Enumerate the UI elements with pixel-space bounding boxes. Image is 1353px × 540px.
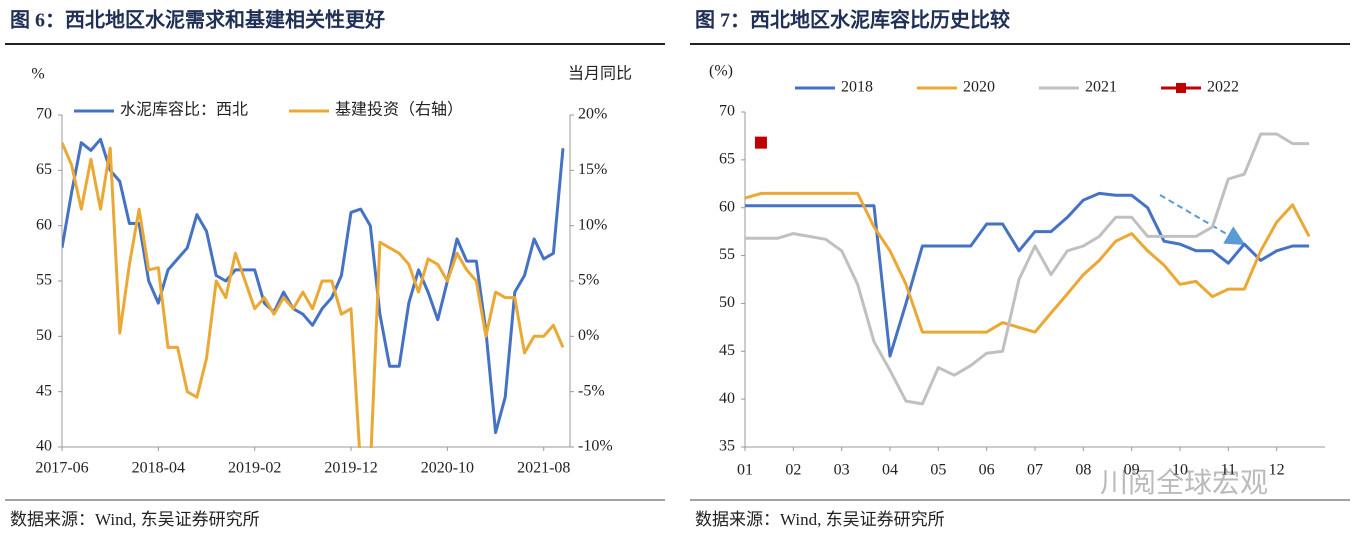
legend-marker — [1176, 83, 1186, 93]
y-tick-label: 55 — [36, 272, 52, 289]
series-line — [745, 132, 1310, 406]
x-tick-label: 04 — [882, 462, 898, 479]
y-tick-label: 55 — [719, 246, 735, 263]
y-tick-label: 70 — [719, 103, 735, 120]
x-tick-label: 2018-04 — [132, 460, 185, 477]
y2-tick-label: 10% — [578, 216, 607, 233]
chart-title: 图 6：西北地区水泥需求和基建相关性更好 — [10, 8, 385, 32]
y2-tick-label: -5% — [578, 382, 605, 399]
y-tick-label: 65 — [36, 161, 52, 178]
y-tick-label: 45 — [719, 342, 735, 359]
x-tick-label: 2019-02 — [228, 460, 281, 477]
y-tick-label: 40 — [36, 438, 52, 455]
x-tick-label: 10 — [1172, 462, 1188, 479]
x-tick-label: 2021-08 — [517, 460, 570, 477]
legend-label: 基建投资（右轴） — [335, 101, 463, 119]
trend-arrow — [1159, 194, 1246, 246]
series-line — [745, 191, 1311, 334]
y2-tick-label: 20% — [578, 106, 607, 123]
x-tick-label: 2020-10 — [421, 460, 474, 477]
y2-tick-label: 15% — [578, 161, 607, 178]
series-line — [62, 137, 565, 435]
y-tick-label: 60 — [36, 216, 52, 233]
x-tick-label: 07 — [1027, 462, 1043, 479]
y2-axis-label: 当月同比 — [568, 65, 632, 83]
x-tick-label: 05 — [930, 462, 946, 479]
legend-label: 2018 — [841, 79, 873, 96]
x-tick-label: 02 — [785, 462, 801, 479]
y2-tick-label: 0% — [578, 327, 599, 344]
y-tick-label: 50 — [36, 327, 52, 344]
y-tick-label: 50 — [719, 294, 735, 311]
y-tick-label: 40 — [719, 390, 735, 407]
source-note: 数据来源：Wind, 东吴证券研究所 — [10, 510, 260, 529]
legend-label: 2020 — [963, 79, 995, 96]
legend-label: 2022 — [1207, 79, 1239, 96]
y-tick-label: 45 — [36, 382, 52, 399]
x-tick-label: 2019-12 — [324, 460, 377, 477]
watermark: 川阅全球宏观 — [1100, 466, 1268, 499]
y2-tick-label: -10% — [578, 438, 613, 455]
x-tick-label: 03 — [834, 462, 850, 479]
y2-tick-label: 5% — [578, 272, 599, 289]
x-tick-label: 2017-06 — [35, 460, 88, 477]
x-tick-label: 09 — [1124, 462, 1140, 479]
source-note: 数据来源：Wind, 东吴证券研究所 — [695, 510, 945, 529]
series-line — [62, 142, 565, 448]
x-tick-label: 08 — [1075, 462, 1091, 479]
y-axis-label: (%) — [709, 63, 733, 80]
y-tick-label: 70 — [36, 106, 52, 123]
x-tick-label: 12 — [1269, 462, 1285, 479]
legend-label: 2021 — [1085, 79, 1117, 96]
y-tick-label: 60 — [719, 198, 735, 215]
y-tick-label: 65 — [719, 151, 735, 168]
y-tick-label: 35 — [719, 438, 735, 455]
x-tick-label: 01 — [737, 462, 753, 479]
x-tick-label: 11 — [1221, 462, 1236, 479]
series-marker — [754, 136, 767, 149]
chart-title: 图 7：西北地区水泥库容比历史比较 — [695, 8, 1010, 32]
series-line — [745, 191, 1310, 358]
legend-label: 水泥库容比：西北 — [120, 101, 248, 119]
x-tick-label: 06 — [979, 462, 995, 479]
y-axis-label: % — [31, 66, 44, 83]
